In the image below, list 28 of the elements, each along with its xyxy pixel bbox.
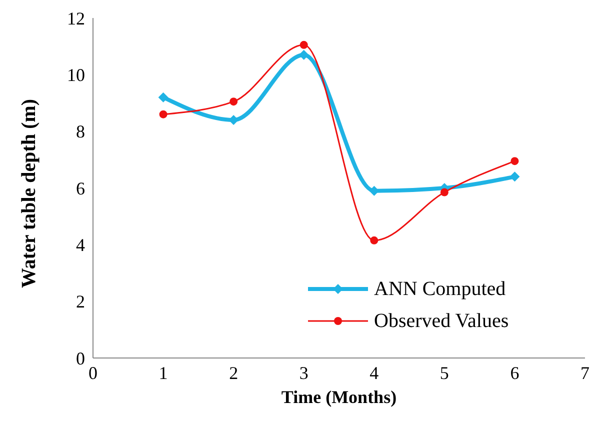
x-tick-label: 0 bbox=[88, 362, 98, 383]
point bbox=[159, 110, 168, 118]
point bbox=[510, 172, 520, 182]
x-axis-title: Time (Months) bbox=[281, 387, 397, 407]
x-tick-label: 7 bbox=[580, 362, 590, 383]
x-tick-label: 1 bbox=[158, 362, 168, 383]
y-tick-label: 0 bbox=[76, 348, 85, 368]
y-tick-label: 2 bbox=[76, 292, 85, 312]
y-tick-label: 10 bbox=[67, 65, 85, 86]
point bbox=[510, 157, 519, 166]
x-tick-label: 4 bbox=[370, 362, 379, 383]
x-tick-label: 5 bbox=[440, 362, 449, 383]
x-tick-label: 3 bbox=[299, 362, 308, 383]
legend-label: ANN Computed bbox=[374, 278, 506, 300]
x-tick-label: 6 bbox=[510, 362, 520, 383]
y-axis-title: Water table depth (m) bbox=[18, 98, 40, 288]
legend-label: Observed Values bbox=[374, 310, 509, 332]
point bbox=[300, 40, 308, 49]
x-tick-label: 2 bbox=[229, 362, 238, 383]
point bbox=[298, 50, 309, 60]
point bbox=[230, 98, 238, 106]
y-tick-label: 6 bbox=[76, 178, 85, 198]
y-tick-label: 8 bbox=[76, 122, 85, 142]
point bbox=[158, 92, 168, 102]
point bbox=[440, 188, 448, 196]
y-tick-label: 12 bbox=[67, 8, 85, 28]
point bbox=[370, 236, 378, 244]
y-tick-label: 4 bbox=[76, 235, 85, 256]
